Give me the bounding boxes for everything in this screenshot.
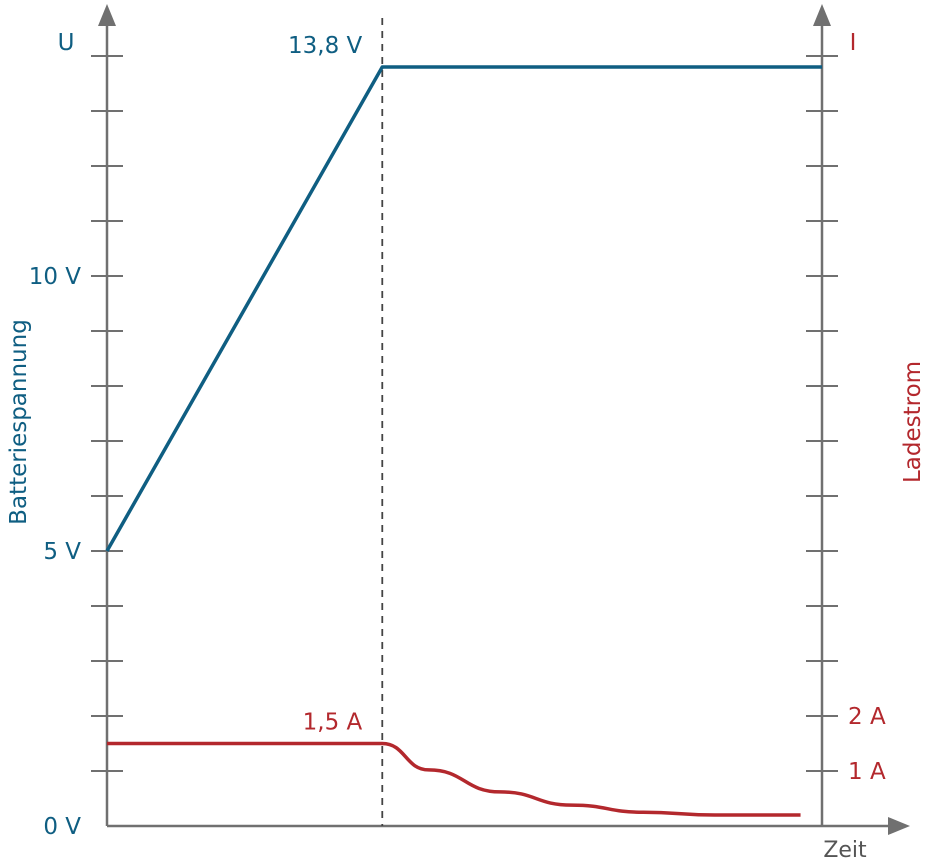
y-right-symbol: I bbox=[850, 30, 857, 56]
series-line-current bbox=[107, 741, 801, 817]
y-left-tick-label: 0 V bbox=[43, 814, 81, 840]
series-annotation: 1,5 A bbox=[303, 710, 363, 736]
series-lines bbox=[105, 65, 822, 817]
axes bbox=[98, 4, 910, 835]
x-axis-label: Zeit bbox=[823, 838, 867, 863]
y-right-tick-label: 1 A bbox=[848, 759, 886, 785]
y-left-axis-label: Batteriespannung bbox=[6, 319, 32, 525]
y-right-axis-arrow bbox=[813, 4, 831, 26]
series-line-voltage bbox=[105, 65, 822, 552]
y-right-tick-label: 2 A bbox=[848, 704, 886, 730]
y-right-axis-label: Ladestrom bbox=[900, 361, 926, 483]
y-left-tick-label: 5 V bbox=[43, 539, 81, 565]
y-left-tick-label: 10 V bbox=[29, 264, 82, 290]
series-annotation: 13,8 V bbox=[288, 33, 363, 59]
ticks bbox=[91, 55, 838, 772]
y-left-axis-arrow bbox=[98, 4, 116, 26]
labels: U I Batteriespannung Ladestrom Zeit 0 V 5… bbox=[6, 30, 926, 863]
x-axis-arrow bbox=[888, 817, 910, 835]
y-left-symbol: U bbox=[58, 30, 75, 56]
